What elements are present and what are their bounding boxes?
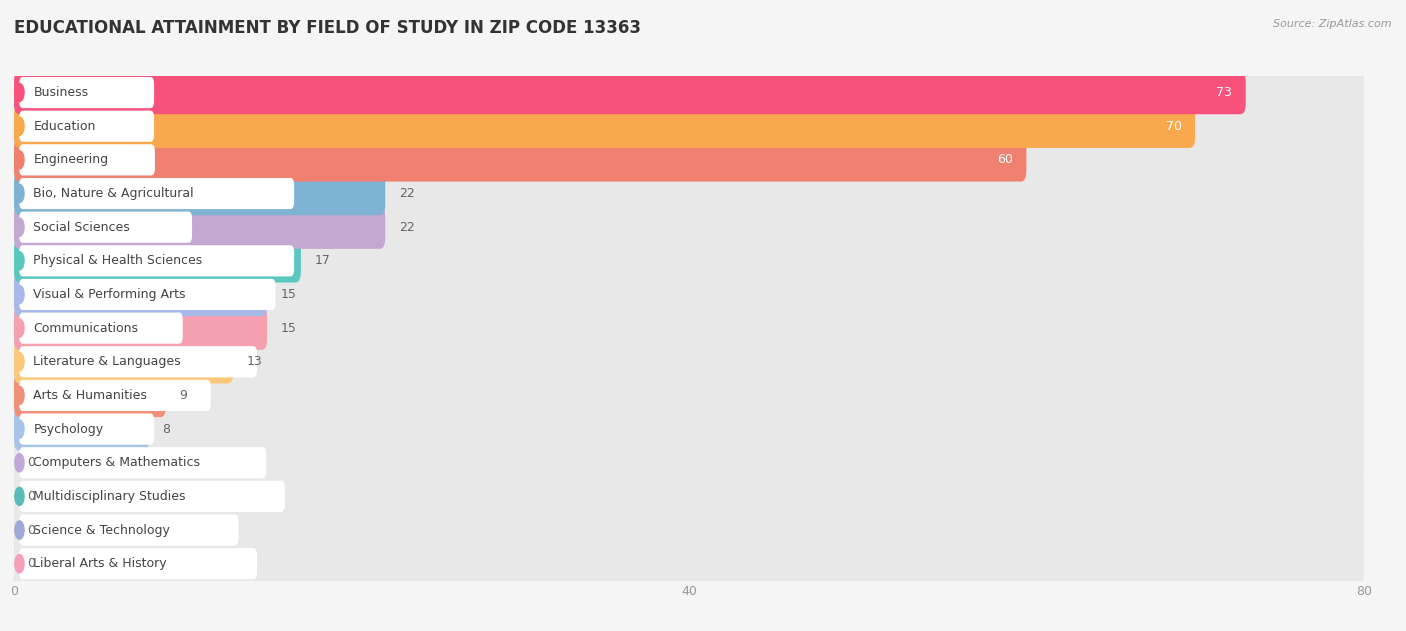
FancyBboxPatch shape [20,245,294,276]
Circle shape [15,454,24,472]
Text: Liberal Arts & History: Liberal Arts & History [34,557,167,570]
Text: Business: Business [34,86,89,99]
FancyBboxPatch shape [14,71,1364,114]
Circle shape [15,521,24,540]
Text: 60: 60 [997,153,1012,167]
Text: 0: 0 [28,490,35,503]
Text: Social Sciences: Social Sciences [34,221,129,233]
FancyBboxPatch shape [14,172,385,215]
Text: Communications: Communications [34,322,138,334]
Circle shape [15,83,24,102]
Text: Computers & Mathematics: Computers & Mathematics [34,456,200,469]
Text: 15: 15 [281,322,297,334]
FancyBboxPatch shape [20,211,193,243]
Circle shape [15,252,24,270]
FancyBboxPatch shape [20,380,211,411]
Text: 17: 17 [315,254,330,268]
FancyBboxPatch shape [14,408,1364,451]
FancyBboxPatch shape [20,77,155,108]
Text: Bio, Nature & Agricultural: Bio, Nature & Agricultural [34,187,194,200]
Text: 0: 0 [28,456,35,469]
FancyBboxPatch shape [14,340,233,384]
Circle shape [15,555,24,573]
FancyBboxPatch shape [20,110,155,142]
Text: Arts & Humanities: Arts & Humanities [34,389,148,402]
FancyBboxPatch shape [14,138,1026,182]
Text: 0: 0 [28,557,35,570]
FancyBboxPatch shape [14,172,1364,215]
Text: Psychology: Psychology [34,423,104,435]
Text: Multidisciplinary Studies: Multidisciplinary Studies [34,490,186,503]
FancyBboxPatch shape [14,105,1364,148]
Circle shape [15,151,24,169]
Text: 8: 8 [163,423,170,435]
FancyBboxPatch shape [20,447,266,478]
FancyBboxPatch shape [14,374,166,417]
FancyBboxPatch shape [20,144,155,175]
FancyBboxPatch shape [14,105,1195,148]
FancyBboxPatch shape [20,413,155,445]
Text: Physical & Health Sciences: Physical & Health Sciences [34,254,202,268]
Circle shape [15,386,24,404]
Circle shape [15,184,24,203]
Text: 70: 70 [1166,120,1181,133]
FancyBboxPatch shape [14,71,1246,114]
Text: Literature & Languages: Literature & Languages [34,355,181,369]
FancyBboxPatch shape [14,273,267,316]
FancyBboxPatch shape [14,239,301,283]
FancyBboxPatch shape [14,206,1364,249]
FancyBboxPatch shape [14,307,267,350]
FancyBboxPatch shape [20,548,257,579]
FancyBboxPatch shape [14,542,1364,586]
Text: 22: 22 [399,221,415,233]
Circle shape [15,117,24,136]
Text: Engineering: Engineering [34,153,108,167]
FancyBboxPatch shape [14,307,1364,350]
FancyBboxPatch shape [14,509,1364,551]
Circle shape [15,319,24,338]
FancyBboxPatch shape [20,178,294,209]
FancyBboxPatch shape [14,239,1364,283]
FancyBboxPatch shape [20,346,257,377]
Text: 22: 22 [399,187,415,200]
FancyBboxPatch shape [14,206,385,249]
Text: Source: ZipAtlas.com: Source: ZipAtlas.com [1274,19,1392,29]
FancyBboxPatch shape [14,273,1364,316]
Text: EDUCATIONAL ATTAINMENT BY FIELD OF STUDY IN ZIP CODE 13363: EDUCATIONAL ATTAINMENT BY FIELD OF STUDY… [14,19,641,37]
FancyBboxPatch shape [14,138,1364,182]
FancyBboxPatch shape [14,441,1364,485]
Text: Science & Technology: Science & Technology [34,524,170,536]
FancyBboxPatch shape [20,312,183,344]
Circle shape [15,420,24,439]
Text: 13: 13 [247,355,263,369]
Circle shape [15,353,24,371]
FancyBboxPatch shape [20,481,285,512]
Text: Visual & Performing Arts: Visual & Performing Arts [34,288,186,301]
FancyBboxPatch shape [14,408,149,451]
Circle shape [15,487,24,505]
Text: 73: 73 [1216,86,1232,99]
Circle shape [15,218,24,237]
Text: 0: 0 [28,524,35,536]
Text: 15: 15 [281,288,297,301]
FancyBboxPatch shape [20,514,239,546]
Circle shape [15,285,24,304]
Text: 9: 9 [180,389,187,402]
FancyBboxPatch shape [20,279,276,310]
FancyBboxPatch shape [14,340,1364,384]
FancyBboxPatch shape [14,374,1364,417]
Text: Education: Education [34,120,96,133]
FancyBboxPatch shape [14,475,1364,518]
